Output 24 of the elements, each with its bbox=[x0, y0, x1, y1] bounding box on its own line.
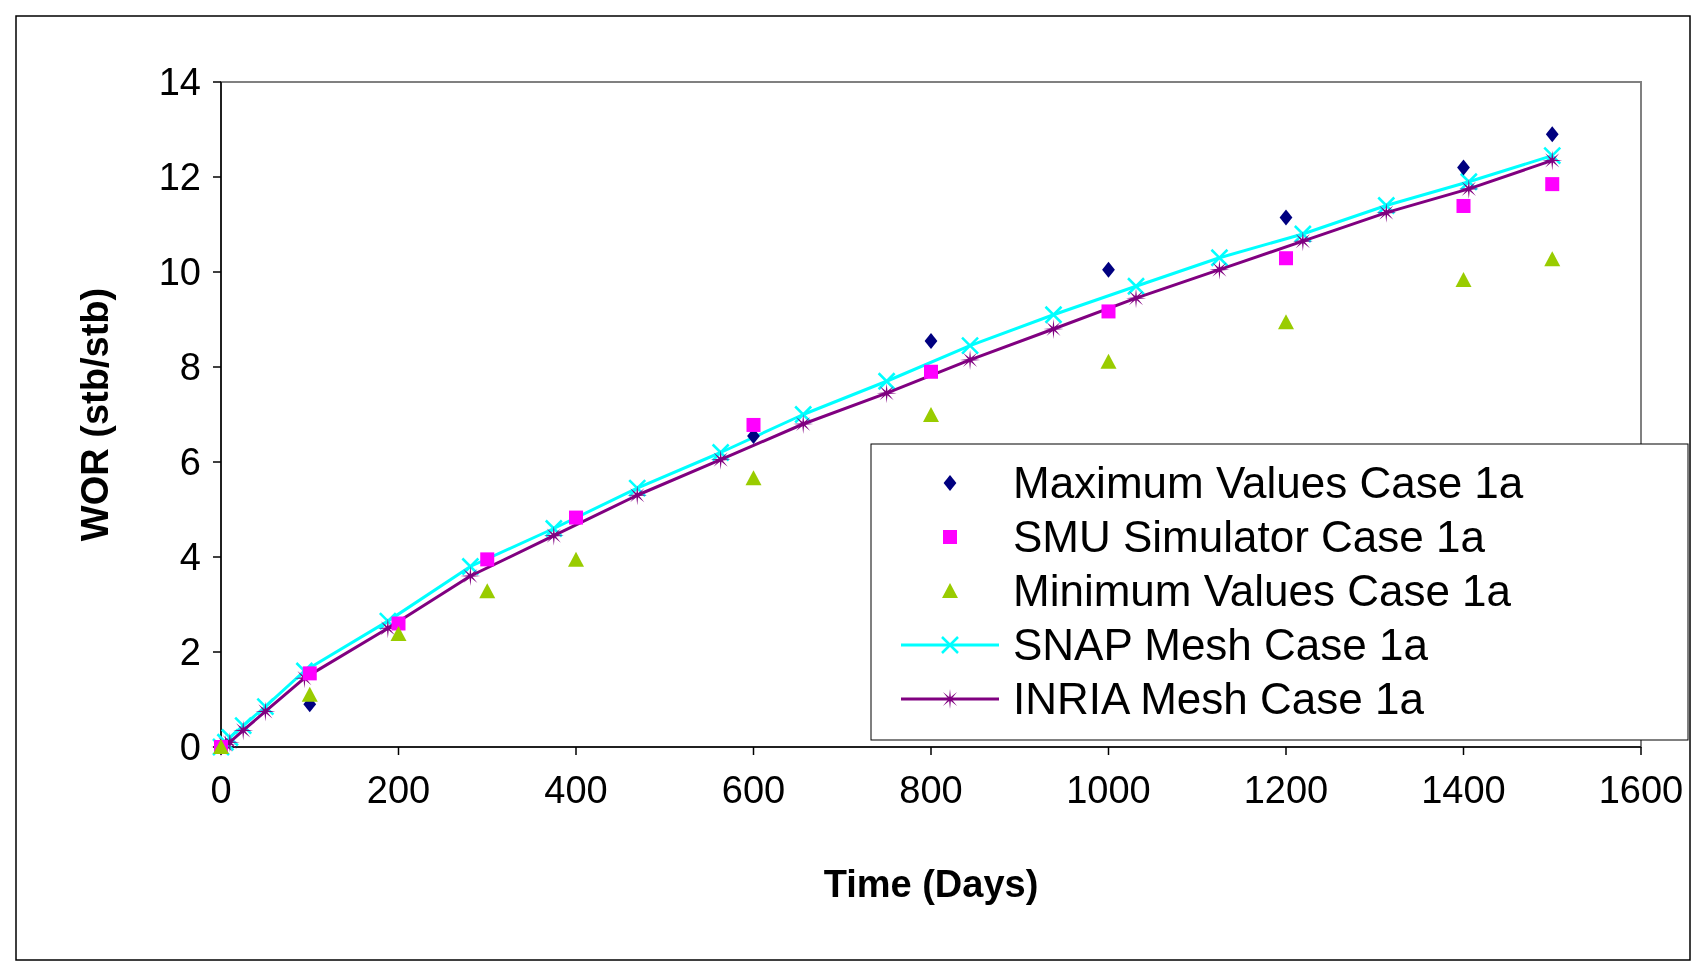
x-tick-label: 200 bbox=[366, 769, 431, 811]
x-tick-label: 1400 bbox=[1421, 769, 1506, 811]
x-tick-label: 0 bbox=[210, 769, 232, 811]
y-tick-label: 14 bbox=[158, 61, 201, 103]
x-tick-label: 400 bbox=[544, 769, 608, 811]
y-tick-label: 8 bbox=[179, 346, 201, 388]
legend-label: SMU Simulator Case 1a bbox=[1013, 512, 1486, 561]
y-tick-label: 4 bbox=[179, 536, 201, 578]
x-tick-label: 1600 bbox=[1598, 769, 1684, 811]
x-axis-title: Time (Days) bbox=[823, 863, 1039, 905]
y-tick-label: 12 bbox=[158, 156, 201, 198]
legend-label: Maximum Values Case 1a bbox=[1013, 458, 1524, 507]
y-axis-title: WOR (stb/stb) bbox=[74, 287, 116, 542]
legend-label: Minimum Values Case 1a bbox=[1013, 566, 1512, 615]
x-tick-label: 1000 bbox=[1066, 769, 1151, 811]
legend-label: SNAP Mesh Case 1a bbox=[1013, 620, 1429, 669]
y-tick-label: 0 bbox=[179, 726, 201, 768]
y-tick-label: 6 bbox=[179, 441, 201, 483]
x-tick-label: 600 bbox=[721, 769, 786, 811]
y-tick-label: 2 bbox=[179, 631, 201, 673]
y-tick-label: 10 bbox=[158, 251, 201, 293]
legend-label: INRIA Mesh Case 1a bbox=[1013, 674, 1425, 723]
x-tick-label: 800 bbox=[899, 769, 963, 811]
x-tick-label: 1200 bbox=[1243, 769, 1329, 811]
